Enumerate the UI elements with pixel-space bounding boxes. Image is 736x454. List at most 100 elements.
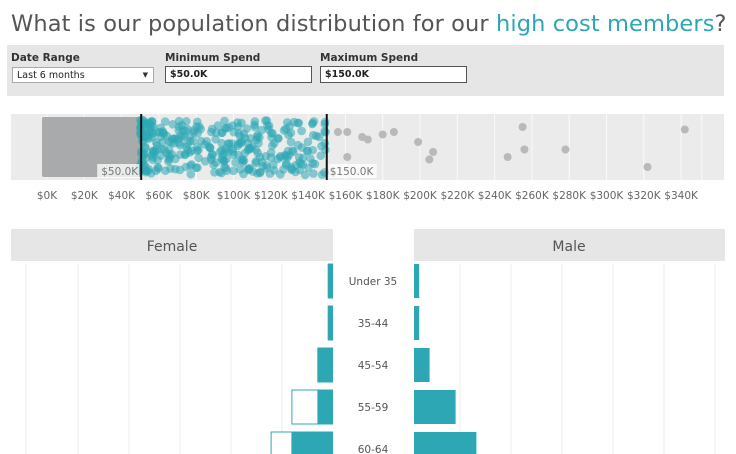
female-high-cost-bar: [317, 348, 333, 382]
data-point: [187, 160, 196, 169]
data-point: [148, 152, 157, 162]
data-point: [243, 165, 253, 174]
outlier-point: [429, 148, 438, 156]
data-point: [283, 153, 292, 162]
data-point: [217, 168, 226, 178]
data-point: [153, 162, 163, 172]
data-point: [229, 127, 239, 137]
data-point: [195, 122, 204, 132]
data-point: [174, 138, 184, 148]
data-point: [147, 116, 157, 126]
data-point: [235, 138, 244, 147]
data-point: [258, 161, 268, 171]
data-point: [289, 117, 299, 127]
data-point: [205, 143, 215, 153]
data-point: [137, 120, 147, 129]
data-point: [140, 160, 149, 170]
data-point: [139, 132, 149, 142]
data-point: [263, 121, 272, 131]
min-spend-label: Minimum Spend: [165, 52, 261, 64]
data-point: [141, 153, 151, 163]
data-point: [228, 147, 238, 156]
data-point: [266, 153, 276, 162]
data-point: [155, 127, 165, 137]
data-point: [162, 131, 172, 141]
data-point: [169, 134, 179, 144]
data-point: [148, 155, 157, 165]
female-high-cost-bar: [317, 390, 333, 424]
data-point: [142, 133, 152, 143]
data-point: [257, 125, 266, 135]
data-point: [160, 117, 170, 126]
population-pyramid: Female Male Under 35 35-44 45-54 55-59 60-64: [11, 229, 725, 454]
data-point: [164, 155, 174, 164]
data-point: [243, 145, 253, 155]
data-point: [145, 125, 154, 135]
data-point: [309, 117, 319, 126]
data-point: [220, 162, 229, 172]
outlier-point: [414, 138, 423, 146]
data-point: [166, 164, 175, 173]
data-point: [159, 145, 169, 155]
min-spend-input[interactable]: $50.0K: [165, 66, 312, 83]
outlier-point: [643, 163, 652, 171]
data-point: [145, 119, 154, 129]
data-point: [261, 151, 271, 161]
data-point: [177, 120, 187, 130]
data-point: [183, 139, 192, 149]
data-point: [200, 140, 210, 149]
data-point: [182, 116, 191, 126]
data-point: [231, 158, 240, 167]
data-point: [202, 136, 211, 146]
x-tick-label: $140K: [291, 190, 326, 202]
outlier-point: [389, 128, 398, 136]
title-prefix: What is our population distribution for …: [11, 11, 496, 37]
data-point: [317, 141, 326, 151]
data-point: [294, 118, 304, 128]
data-point: [320, 138, 330, 148]
data-point: [158, 128, 168, 138]
data-point: [320, 127, 329, 136]
data-point: [234, 128, 244, 138]
data-point: [255, 133, 264, 142]
outlier-point: [518, 123, 527, 131]
data-point: [253, 169, 262, 178]
data-point: [308, 119, 317, 129]
data-point: [224, 139, 234, 149]
data-point: [178, 126, 188, 135]
data-point: [143, 166, 153, 176]
max-label-bg: [328, 164, 377, 178]
data-point: [210, 168, 219, 177]
date-range-select[interactable]: Last 6 months ▼: [12, 67, 154, 83]
x-tick-label: $300K: [590, 190, 625, 202]
data-point: [229, 150, 238, 160]
outlier-point: [561, 145, 570, 154]
data-point: [285, 122, 294, 131]
data-point: [143, 132, 153, 141]
data-point: [308, 158, 318, 168]
data-point: [194, 153, 203, 163]
data-point: [142, 166, 151, 176]
data-point: [221, 163, 231, 173]
data-point: [288, 146, 297, 156]
data-point: [207, 124, 217, 134]
data-point: [298, 160, 308, 169]
data-point: [143, 118, 153, 128]
data-point: [300, 170, 310, 180]
data-point: [192, 122, 201, 132]
data-point: [174, 122, 184, 132]
data-point: [153, 155, 163, 165]
data-point: [211, 158, 221, 168]
data-point: [276, 151, 285, 161]
data-point: [254, 138, 263, 148]
outlier-point: [425, 155, 434, 164]
data-point: [227, 139, 237, 148]
data-point: [250, 120, 259, 130]
data-point: [297, 126, 306, 136]
x-tick-label: $0K: [37, 190, 58, 202]
data-point: [229, 166, 238, 176]
data-point: [294, 153, 304, 162]
max-spend-input[interactable]: $150.0K: [320, 66, 467, 83]
data-point: [175, 140, 185, 150]
data-point: [158, 127, 168, 136]
